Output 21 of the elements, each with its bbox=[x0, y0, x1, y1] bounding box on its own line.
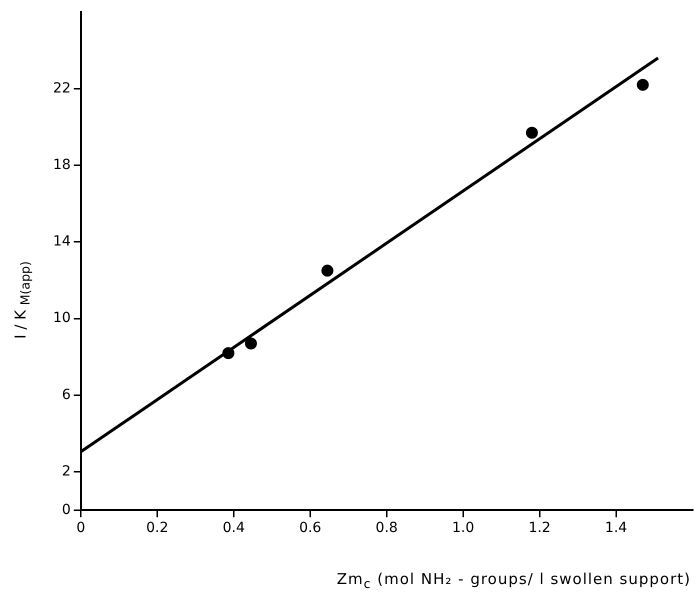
y-tick-label: 0 bbox=[62, 502, 71, 518]
y-tick-label: 18 bbox=[52, 156, 71, 173]
point bbox=[222, 347, 234, 360]
x-tick-label: 0.6 bbox=[299, 520, 322, 536]
point bbox=[244, 337, 257, 350]
y-tick-label: 22 bbox=[52, 80, 71, 96]
x-tick-label: 0 bbox=[76, 520, 86, 536]
x-axis-title: Zm$_{c}$ (mol NH₂ - groups/ l swollen support) bbox=[336, 570, 692, 591]
point bbox=[526, 126, 538, 139]
point bbox=[636, 78, 649, 91]
x-tick-label: 1.2 bbox=[528, 520, 551, 536]
y-tick-label: 2 bbox=[62, 464, 71, 480]
y-tick-label: 6 bbox=[62, 386, 71, 403]
x-tick-label: 1.0 bbox=[452, 520, 474, 536]
y-tick-label: 10 bbox=[52, 310, 71, 326]
x-tick-label: 1.4 bbox=[604, 520, 628, 536]
x-tick-label: 0.8 bbox=[376, 520, 398, 536]
x-tick-label: 0.4 bbox=[222, 520, 245, 536]
point bbox=[321, 264, 334, 277]
x-tick-label: 0.2 bbox=[146, 520, 168, 536]
y-tick-label: 14 bbox=[52, 234, 71, 250]
